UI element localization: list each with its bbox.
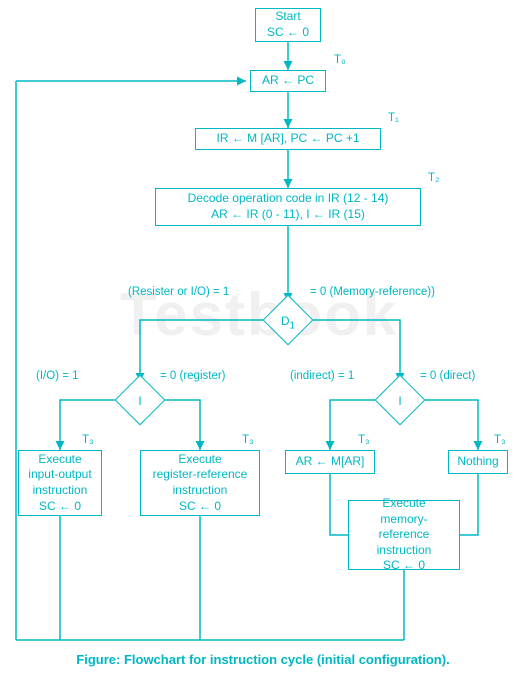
time-label-t3c: T₃	[358, 434, 370, 446]
node-start-text: StartSC ← 0	[267, 9, 309, 40]
time-label-t3a: T₃	[82, 434, 94, 446]
node-ar-mar-text: AR ← M[AR]	[296, 454, 365, 470]
node-nothing-text: Nothing	[457, 454, 498, 470]
time-label-t0: T₀	[334, 54, 346, 66]
edge-label-ir-left: (indirect) = 1	[290, 370, 354, 382]
decision-i-left-label: I	[122, 394, 158, 408]
node-exec-mem-text: Executememory-referenceinstructionSC ← 0	[355, 496, 453, 574]
node-ar-mar: AR ← M[AR]	[285, 450, 375, 474]
time-label-t3d: T₃	[494, 434, 506, 446]
node-exec-reg: Executeregister-referenceinstructionSC ←…	[140, 450, 260, 516]
edges	[0, 0, 526, 681]
edge-label-d1-right: = 0 (Memory-reference))	[310, 286, 435, 298]
decision-d1-label: D1	[270, 314, 306, 331]
time-label-t1: T₁	[388, 112, 399, 124]
edge-label-il-right: = 0 (register)	[160, 370, 226, 382]
flowchart-canvas: Testbook	[0, 0, 526, 681]
node-exec-reg-text: Executeregister-referenceinstructionSC ←…	[153, 452, 248, 514]
node-t2-text: Decode operation code in IR (12 - 14)AR …	[188, 191, 389, 222]
edge-label-il-left: (I/O) = 1	[36, 370, 79, 382]
node-exec-mem: Executememory-referenceinstructionSC ← 0	[348, 500, 460, 570]
node-nothing: Nothing	[448, 450, 508, 474]
node-exec-io-text: Executeinput-outputinstructionSC ← 0	[28, 452, 91, 514]
node-t1: IR ← M [AR], PC ← PC +1	[195, 128, 381, 150]
node-t2: Decode operation code in IR (12 - 14)AR …	[155, 188, 421, 226]
figure-caption: Figure: Flowchart for instruction cycle …	[0, 652, 526, 667]
node-t0-text: AR ← PC	[262, 73, 314, 89]
node-t0: AR ← PC	[250, 70, 326, 92]
time-label-t2: T₂	[428, 172, 440, 184]
node-t1-text: IR ← M [AR], PC ← PC +1	[216, 131, 359, 147]
edge-label-ir-right: = 0 (direct)	[420, 370, 475, 382]
node-start: StartSC ← 0	[255, 8, 321, 42]
decision-i-right-label: I	[382, 394, 418, 408]
time-label-t3b: T₃	[242, 434, 254, 446]
node-exec-io: Executeinput-outputinstructionSC ← 0	[18, 450, 102, 516]
edge-label-d1-left: (Resister or I/O) = 1	[128, 286, 229, 298]
